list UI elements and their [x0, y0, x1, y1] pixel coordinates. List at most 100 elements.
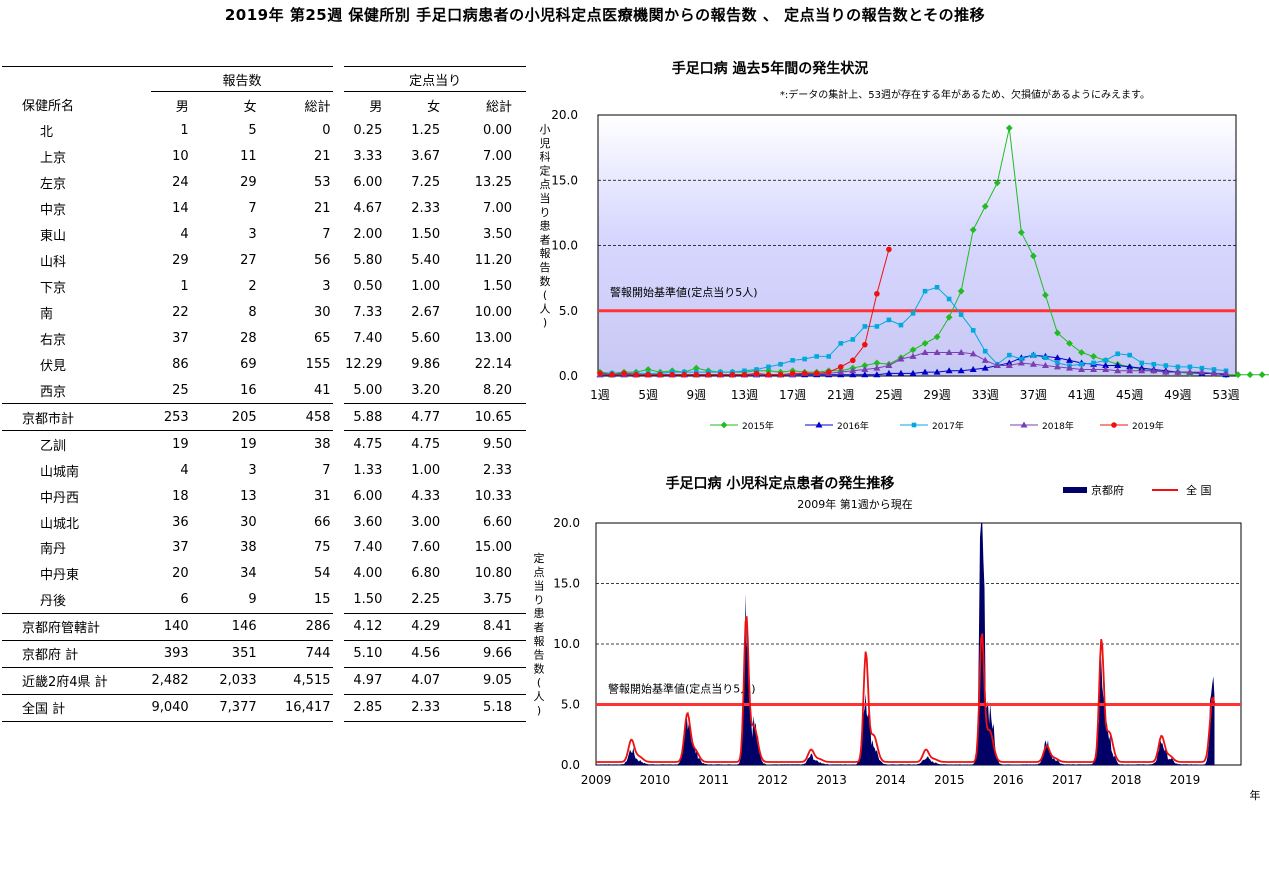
- data-point: [1103, 358, 1108, 363]
- y-axis-label-char: 者: [540, 233, 551, 246]
- row-name: 全国 計: [2, 693, 152, 722]
- data-point: [1211, 367, 1217, 372]
- value-per-female: 7.60: [411, 540, 441, 556]
- data-point: [681, 371, 688, 378]
- value-total: 21: [313, 201, 331, 217]
- y-axis-label-char: 児: [540, 137, 551, 150]
- data-point: [874, 324, 880, 329]
- data-point: [873, 364, 881, 371]
- data-point: [742, 368, 747, 374]
- row-name: 上京: [40, 151, 67, 167]
- x-tick-label: 49週: [1164, 388, 1191, 402]
- data-point: [645, 371, 651, 378]
- value-per-female: 2.33: [396, 693, 459, 722]
- x-tick-label: 5週: [638, 388, 658, 402]
- value-per-male: 6.00: [353, 488, 383, 504]
- threshold-label: 警報開始基準値(定点当り5人): [610, 285, 758, 299]
- value-per-female: 3.20: [411, 382, 441, 398]
- data-point: [1102, 365, 1110, 372]
- value-male: 2,482: [151, 666, 213, 695]
- value-per-male: 7.40: [353, 330, 383, 346]
- table-row: 伏見 86 69 155 12.29 9.86 22.14: [2, 351, 526, 377]
- value-total: 16,417: [274, 693, 333, 722]
- value-total: 155: [305, 356, 331, 372]
- legend-label: 京都府: [1091, 483, 1124, 497]
- legend-label: 2019年: [1132, 420, 1164, 432]
- x-tick-label: 2019: [1170, 773, 1201, 787]
- data-point: [981, 356, 989, 363]
- series-2019年: [597, 246, 892, 378]
- value-male: 20: [172, 566, 189, 582]
- value-female: 16: [240, 382, 257, 398]
- data-point: [1091, 360, 1096, 366]
- value-per-female: 6.80: [411, 566, 441, 582]
- data-point: [849, 367, 857, 374]
- data-point: [849, 371, 857, 378]
- value-female: 28: [240, 330, 257, 346]
- y-axis-label-char: 小: [540, 123, 551, 136]
- value-per-female: 1.50: [411, 227, 441, 243]
- table-row: 中丹西 18 13 31 6.00 4.33 10.33: [2, 483, 526, 509]
- data-point: [933, 333, 941, 341]
- value-total: 21: [313, 149, 331, 165]
- y-axis-label-char: り: [540, 206, 551, 219]
- data-point: [1019, 356, 1024, 362]
- value-male: 29: [172, 253, 189, 269]
- value-female: 7,377: [212, 693, 275, 722]
- threshold-line: [598, 309, 1236, 313]
- value-male: 1: [180, 123, 189, 139]
- value-female: 3: [248, 462, 257, 478]
- row-name: 南丹: [40, 542, 67, 558]
- y-axis-label-char: 告: [534, 649, 545, 662]
- table-row: 京都府 計 393 351 744 5.10 4.56 9.66: [2, 639, 526, 668]
- row-name: 東山: [40, 229, 67, 245]
- value-per-male: 3.33: [353, 149, 383, 165]
- legend-label: 2016年: [837, 420, 869, 432]
- value-female: 9: [248, 592, 257, 608]
- data-point: [981, 364, 989, 371]
- table-row: 南 22 8 30 7.33 2.67 10.00: [2, 300, 526, 326]
- table-row: 山科 29 27 56 5.80 5.40 11.20: [2, 248, 526, 274]
- row-name: 山科: [40, 255, 67, 271]
- chart2-subtitle: 2009年 第1週から現在: [797, 497, 913, 511]
- y-axis-label-char: 科: [540, 150, 551, 164]
- x-axis-unit: 年: [1250, 788, 1261, 802]
- data-point: [693, 371, 700, 378]
- col-header-male: 男: [175, 99, 189, 115]
- value-female: 19: [212, 430, 275, 458]
- table-row: 京都市計 253 205 458 5.88 4.77 10.65: [2, 403, 526, 431]
- y-tick-label: 15.0: [553, 577, 580, 591]
- table-corner: [2, 66, 152, 92]
- col-header-per-female: 女: [427, 99, 441, 115]
- value-per-female: 1.00: [411, 462, 441, 478]
- data-point: [814, 354, 819, 359]
- data-point: [1090, 353, 1097, 360]
- data-point: [1199, 365, 1205, 371]
- x-tick-label: 2013: [816, 773, 847, 787]
- row-name: 京都市計: [2, 403, 152, 431]
- data-point: [969, 226, 977, 234]
- value-male: 393: [151, 639, 213, 668]
- value-total: 15: [313, 592, 331, 608]
- y-axis-label-char: 人: [540, 302, 551, 315]
- value-female: 7: [248, 201, 257, 217]
- value-per-female: 5.40: [411, 253, 441, 269]
- data-point: [1079, 361, 1084, 367]
- value-per-female: 2.33: [411, 201, 441, 217]
- data-point: [885, 369, 893, 376]
- value-female: 30: [240, 514, 257, 530]
- x-tick-label: 13週: [731, 388, 758, 402]
- x-tick-label: 2014: [875, 773, 906, 787]
- value-per-female: 4.33: [411, 488, 441, 504]
- data-point: [1150, 367, 1158, 374]
- value-male: 36: [172, 514, 189, 530]
- y-axis-label-char: 告: [540, 261, 551, 274]
- value-per-total: 9.05: [458, 666, 526, 695]
- value-total: 38: [274, 430, 333, 458]
- value-per-male: 4.97: [344, 666, 397, 695]
- data-point: [609, 371, 615, 378]
- value-per-female: 3.00: [411, 514, 441, 530]
- data-point: [874, 290, 880, 297]
- table-row: 上京 10 11 21 3.33 3.67 7.00: [2, 144, 526, 170]
